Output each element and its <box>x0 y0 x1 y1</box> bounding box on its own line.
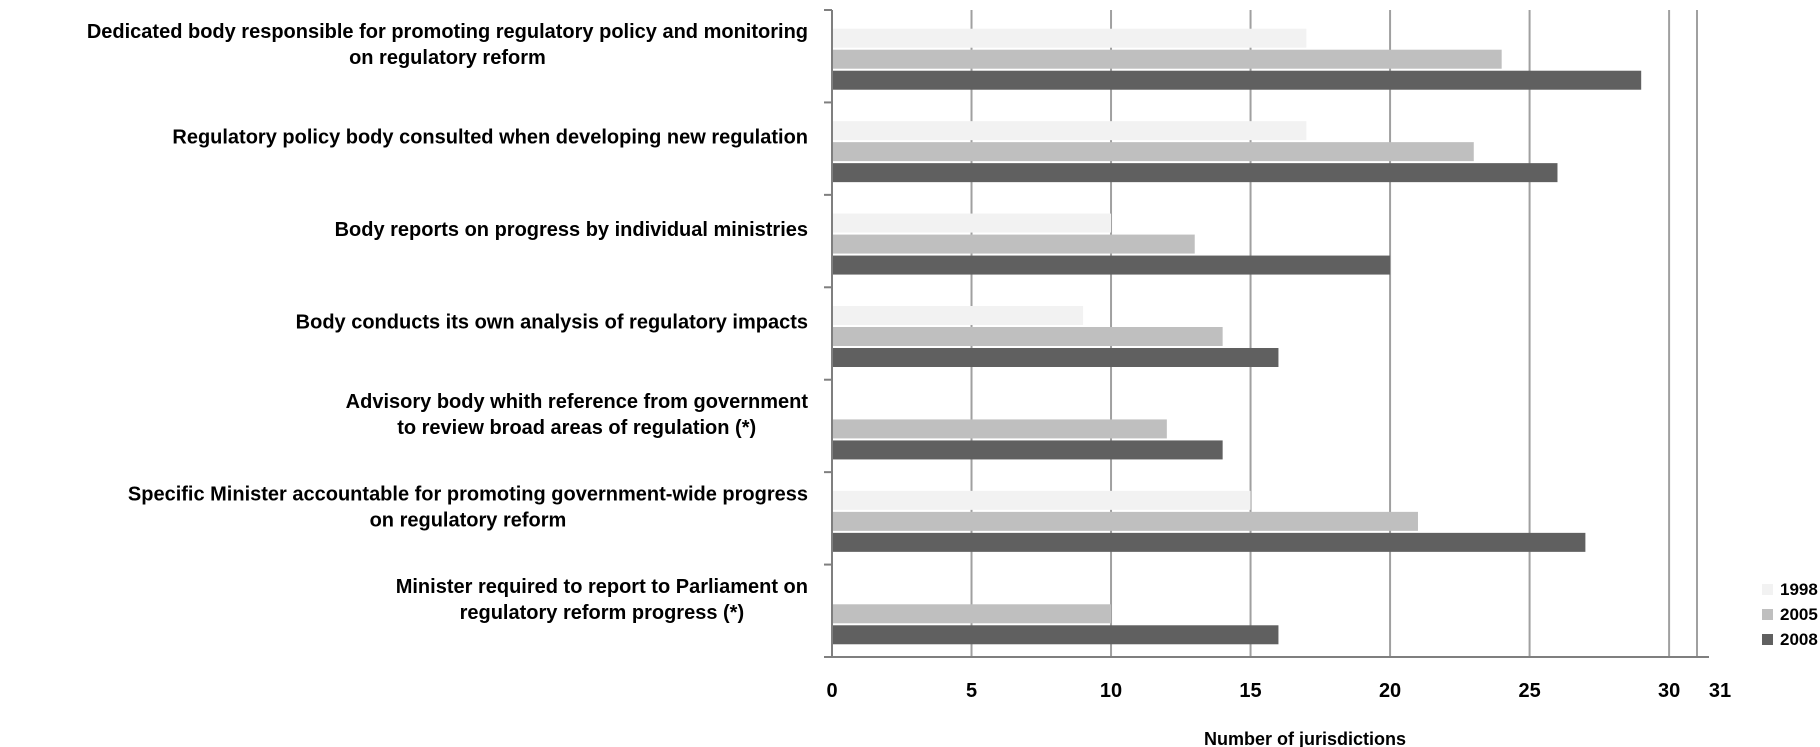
bars <box>832 28 1642 645</box>
category-label-0-line-0: Dedicated body responsible for promoting… <box>87 21 808 43</box>
x-tick-label-30: 30 <box>1658 680 1680 702</box>
category-label-3-line-0: Body conducts its own analysis of regula… <box>296 312 808 334</box>
category-label-4-line-1: to review broad areas of regulation (*) <box>397 417 756 439</box>
bar-2008-cat-1 <box>832 163 1558 183</box>
legend: 1998 2005 2008 <box>1762 580 1818 649</box>
legend-label-2005: 2005 <box>1780 605 1818 624</box>
category-label-6-line-1: regulatory reform progress (*) <box>460 602 745 624</box>
bar-2008-cat-3 <box>832 348 1279 367</box>
bar-2008-cat-6 <box>832 625 1279 645</box>
bar-2008-cat-0 <box>832 70 1642 90</box>
bar-2005-cat-0 <box>832 49 1502 69</box>
bar-1998-cat-3 <box>832 306 1084 325</box>
x-tick-label-10: 10 <box>1100 680 1122 702</box>
bar-1998-cat-5 <box>832 490 1251 510</box>
category-label-5-line-0: Specific Minister accountable for promot… <box>128 483 808 505</box>
x-tick-label-5: 5 <box>966 680 977 702</box>
bar-2005-cat-5 <box>832 511 1418 531</box>
legend-label-1998: 1998 <box>1780 580 1818 599</box>
x-tick-label-0: 0 <box>826 680 837 702</box>
x-tick-label-25: 25 <box>1518 680 1540 702</box>
legend-swatch-1998 <box>1762 584 1773 595</box>
bar-2005-cat-3 <box>832 327 1223 346</box>
category-labels: Dedicated body responsible for promoting… <box>87 21 808 624</box>
legend-swatch-2005 <box>1762 609 1773 620</box>
category-label-0-line-1: on regulatory reform <box>349 47 546 69</box>
bar-2005-cat-4 <box>832 419 1167 439</box>
bar-1998-cat-2 <box>832 213 1112 233</box>
bar-2005-cat-6 <box>832 604 1112 624</box>
x-axis-title: Number of jurisdictions <box>1204 729 1406 747</box>
legend-swatch-2008 <box>1762 634 1773 645</box>
x-tick-label-15: 15 <box>1239 680 1261 702</box>
x-tick-labels: 0 5 10 15 20 25 30 31 <box>826 680 1731 702</box>
x-tick-label-20: 20 <box>1379 680 1401 702</box>
bar-2008-cat-5 <box>832 532 1586 552</box>
x-tick-label-max: 31 <box>1709 680 1731 702</box>
bar-2008-cat-4 <box>832 440 1223 460</box>
category-label-6-line-0: Minister required to report to Parliamen… <box>396 576 808 598</box>
bar-2005-cat-2 <box>832 234 1195 254</box>
bar-2008-cat-2 <box>832 255 1391 275</box>
gridlines <box>970 10 1698 657</box>
category-label-2-line-0: Body reports on progress by individual m… <box>335 219 808 241</box>
bar-1998-cat-1 <box>832 121 1307 141</box>
axes <box>824 9 1709 658</box>
bar-1998-cat-0 <box>832 28 1307 48</box>
category-label-4-line-0: Advisory body whith reference from gover… <box>346 391 809 413</box>
category-label-5-line-1: on regulatory reform <box>370 509 567 531</box>
category-label-1-line-0: Regulatory policy body consulted when de… <box>172 127 808 149</box>
bar-2005-cat-1 <box>832 142 1474 162</box>
legend-label-2008: 2008 <box>1780 630 1818 649</box>
